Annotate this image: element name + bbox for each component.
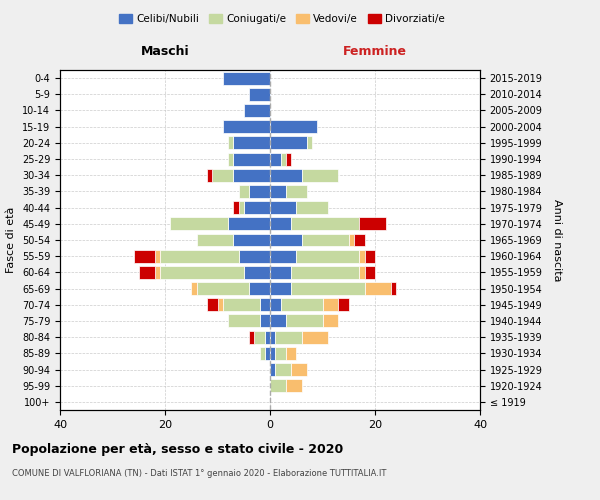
Bar (281, 152, 286, 166)
Bar (239, 185, 249, 198)
Bar (296, 250, 359, 262)
Bar (302, 169, 338, 181)
Bar (197, 282, 249, 295)
Bar (365, 266, 375, 279)
Bar (291, 266, 359, 279)
Bar (218, 298, 223, 311)
Bar (244, 104, 270, 117)
Legend: Celibi/Nubili, Coniugati/e, Vedovi/e, Divorziati/e: Celibi/Nubili, Coniugati/e, Vedovi/e, Di… (115, 10, 449, 29)
Bar (223, 120, 270, 133)
Bar (249, 282, 270, 295)
Bar (270, 282, 291, 295)
Bar (249, 88, 270, 101)
Bar (244, 201, 270, 214)
Bar (270, 250, 296, 262)
Bar (265, 347, 270, 360)
Bar (223, 298, 260, 311)
Bar (275, 363, 291, 376)
Bar (228, 152, 233, 166)
Bar (359, 218, 386, 230)
Bar (270, 169, 302, 181)
Bar (197, 234, 233, 246)
Bar (239, 201, 244, 214)
Bar (270, 234, 302, 246)
Text: Femmine: Femmine (343, 45, 407, 58)
Bar (249, 330, 254, 344)
Bar (365, 250, 375, 262)
Bar (349, 234, 354, 246)
Bar (139, 266, 155, 279)
Bar (270, 379, 286, 392)
Bar (228, 136, 233, 149)
Bar (296, 201, 328, 214)
Bar (391, 282, 396, 295)
Bar (160, 250, 239, 262)
Bar (223, 72, 270, 85)
Bar (291, 363, 307, 376)
Bar (239, 250, 270, 262)
Bar (191, 282, 197, 295)
Bar (338, 298, 349, 311)
Bar (270, 266, 291, 279)
Bar (307, 136, 312, 149)
Bar (207, 169, 212, 181)
Bar (270, 347, 275, 360)
Bar (270, 136, 307, 149)
Bar (359, 250, 365, 262)
Bar (254, 330, 265, 344)
Bar (286, 379, 302, 392)
Bar (286, 347, 296, 360)
Bar (270, 330, 275, 344)
Bar (228, 218, 270, 230)
Bar (365, 282, 391, 295)
Text: Maschi: Maschi (140, 45, 190, 58)
Bar (286, 314, 323, 328)
Bar (228, 314, 260, 328)
Bar (270, 120, 317, 133)
Bar (170, 218, 228, 230)
Bar (275, 330, 302, 344)
Bar (270, 152, 281, 166)
Bar (260, 314, 270, 328)
Bar (270, 298, 281, 311)
Bar (233, 152, 270, 166)
Text: COMUNE DI VALFLORIANA (TN) - Dati ISTAT 1° gennaio 2020 - Elaborazione TUTTITALI: COMUNE DI VALFLORIANA (TN) - Dati ISTAT … (12, 468, 386, 477)
Bar (233, 136, 270, 149)
Bar (291, 282, 365, 295)
Bar (270, 314, 286, 328)
Bar (212, 169, 233, 181)
Text: Popolazione per età, sesso e stato civile - 2020: Popolazione per età, sesso e stato civil… (12, 442, 343, 456)
Bar (160, 266, 244, 279)
Bar (286, 152, 291, 166)
Bar (270, 363, 275, 376)
Bar (155, 250, 160, 262)
Bar (323, 298, 338, 311)
Bar (281, 298, 323, 311)
Bar (302, 234, 349, 246)
Bar (260, 347, 265, 360)
Bar (244, 266, 270, 279)
Bar (133, 250, 155, 262)
Bar (354, 234, 365, 246)
Bar (323, 314, 338, 328)
Bar (270, 218, 291, 230)
Bar (270, 185, 286, 198)
Bar (270, 201, 296, 214)
Bar (286, 185, 307, 198)
Bar (359, 266, 365, 279)
Bar (275, 347, 286, 360)
Bar (291, 218, 359, 230)
Y-axis label: Anni di nascita: Anni di nascita (552, 198, 562, 281)
Bar (233, 169, 270, 181)
Bar (249, 185, 270, 198)
Bar (260, 298, 270, 311)
Bar (233, 201, 239, 214)
Bar (265, 330, 270, 344)
Bar (233, 234, 270, 246)
Bar (302, 330, 328, 344)
Bar (155, 266, 160, 279)
Y-axis label: Fasce di età: Fasce di età (7, 207, 16, 273)
Bar (207, 298, 218, 311)
